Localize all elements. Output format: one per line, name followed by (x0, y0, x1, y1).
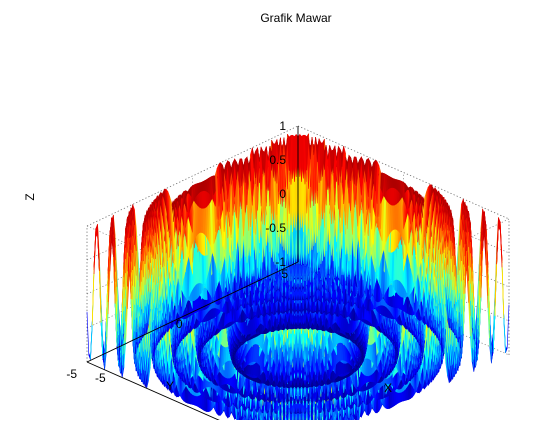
surface-patch (506, 305, 510, 351)
surface-patch (87, 312, 91, 358)
